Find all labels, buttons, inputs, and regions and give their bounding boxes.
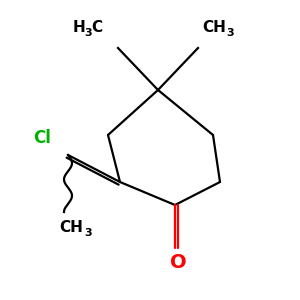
- Text: H: H: [73, 20, 86, 35]
- Text: Cl: Cl: [33, 129, 51, 147]
- Text: CH: CH: [202, 20, 226, 35]
- Text: 3: 3: [84, 228, 92, 238]
- Text: 3: 3: [84, 28, 92, 38]
- Text: CH: CH: [59, 220, 83, 236]
- Text: 3: 3: [226, 28, 234, 38]
- Text: O: O: [170, 253, 186, 272]
- Text: C: C: [91, 20, 102, 35]
